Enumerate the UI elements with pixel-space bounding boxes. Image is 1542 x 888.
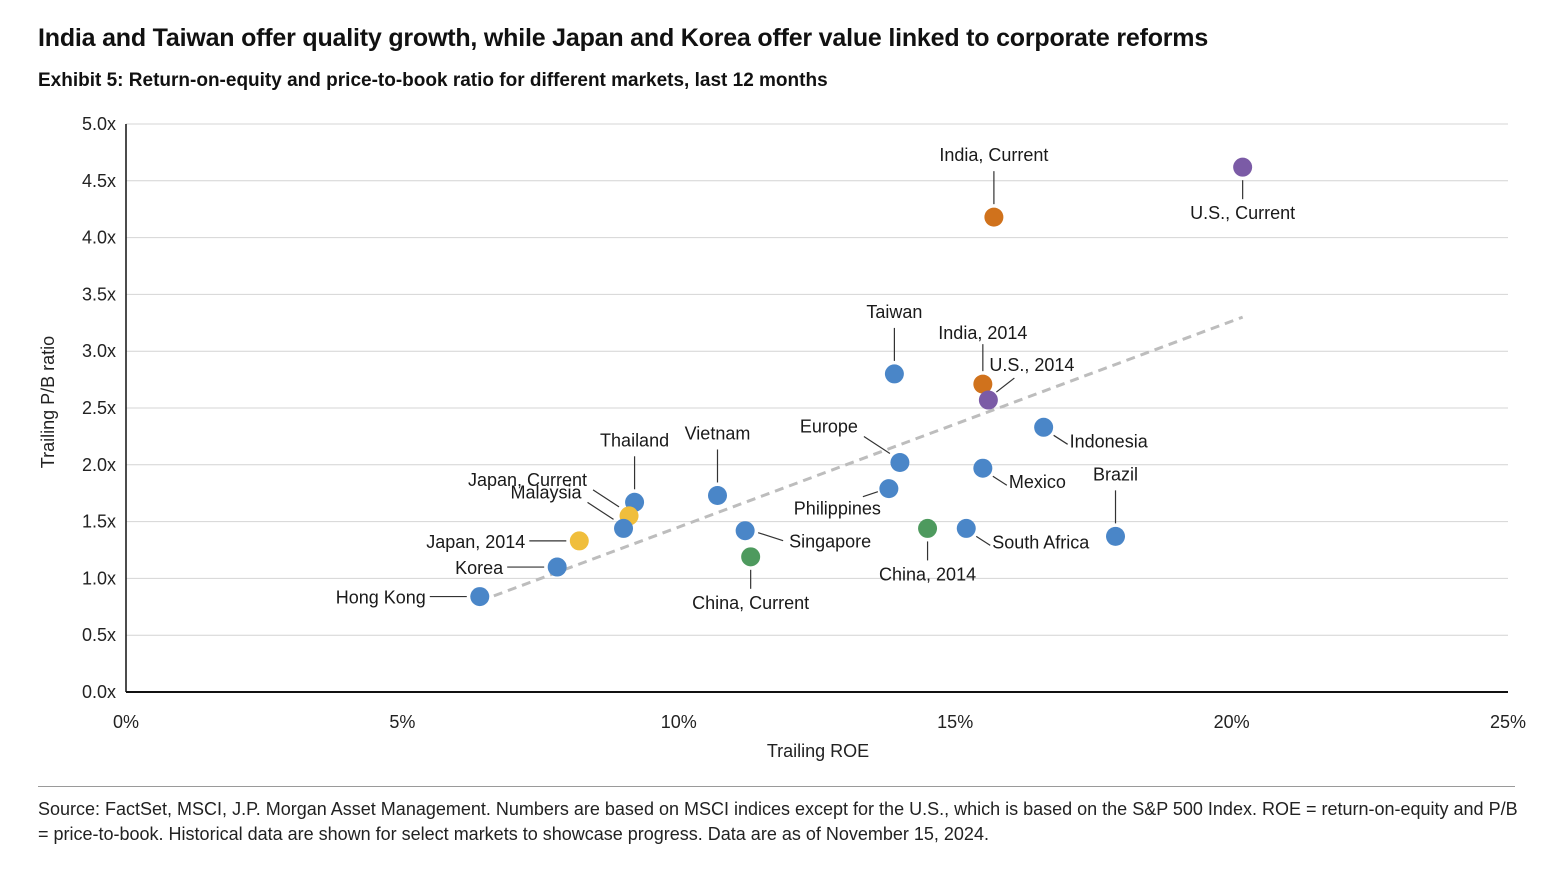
leader-line-mexico <box>992 475 1008 486</box>
point-korea <box>547 557 567 577</box>
point-mexico <box>973 458 993 478</box>
point-label-indonesia: Indonesia <box>1070 431 1149 451</box>
leader-line-south-africa <box>975 535 991 546</box>
leader-line-singapore <box>757 532 784 542</box>
point-label-europe: Europe <box>800 417 858 437</box>
point-indonesia <box>1034 417 1054 437</box>
footer-divider <box>38 786 1515 787</box>
point-label-vietnam: Vietnam <box>685 423 751 443</box>
leader-line-malaysia <box>587 501 614 520</box>
point-india-2014 <box>973 374 993 394</box>
point-japan-2014 <box>569 531 589 551</box>
tick-labels: 0.0x 0.5x 1.0x 1.5x 2.0x 2.5x 3.0x 3.5x 4.0x 4.5x… <box>82 114 1526 732</box>
point-label-thailand: Thailand <box>600 430 669 450</box>
y-tick-label: 4.5x <box>82 171 116 191</box>
point-labels: India, Current U.S., Current Taiwan India, … <box>336 145 1295 613</box>
point-label-mexico: Mexico <box>1009 472 1066 492</box>
point-india-current <box>984 207 1004 227</box>
axes <box>125 124 1508 693</box>
y-tick-label: 4.0x <box>82 228 116 248</box>
point-label-china-current: China, Current <box>692 593 809 613</box>
y-tick-label: 3.0x <box>82 341 116 361</box>
scatter-chart: 0.0x 0.5x 1.0x 1.5x 2.0x 2.5x 3.0x 3.5x 4.0x 4.5x… <box>38 114 1526 761</box>
trend-line <box>479 315 1244 603</box>
x-tick-label: 20% <box>1214 712 1250 732</box>
point-label-philippines: Philippines <box>794 499 881 519</box>
point-taiwan <box>884 364 904 384</box>
y-tick-label: 5.0x <box>82 114 116 134</box>
point-label-india-current: India, Current <box>939 145 1048 165</box>
x-tick-label: 0% <box>113 712 139 732</box>
y-tick-label: 1.0x <box>82 568 116 588</box>
y-tick-label: 2.0x <box>82 455 116 475</box>
x-tick-label: 10% <box>661 712 697 732</box>
y-axis-label: Trailing P/B ratio <box>38 336 58 468</box>
point-label-china-2014: China, 2014 <box>879 564 976 584</box>
point-china-current <box>741 547 761 567</box>
trend-line-group <box>479 315 1244 603</box>
leader-line-japan-current <box>592 489 620 508</box>
source-note: Source: FactSet, MSCI, J.P. Morgan Asset… <box>38 799 1518 844</box>
point-label-hong-kong: Hong Kong <box>336 588 426 608</box>
point-philippines <box>879 479 899 499</box>
y-tick-label: 2.5x <box>82 398 116 418</box>
leader-line-u-s-2014 <box>995 377 1015 393</box>
leader-line-europe <box>863 436 891 455</box>
point-brazil <box>1106 526 1126 546</box>
point-label-singapore: Singapore <box>789 532 871 552</box>
x-axis-label: Trailing ROE <box>767 741 869 761</box>
chart-title: India and Taiwan offer quality growth, w… <box>38 24 1209 52</box>
point-label-taiwan: Taiwan <box>866 302 922 322</box>
point-china-2014 <box>918 518 938 538</box>
data-points <box>470 157 1253 607</box>
y-tick-label: 0.5x <box>82 625 116 645</box>
point-label-india-2014: India, 2014 <box>938 323 1027 343</box>
point-malaysia <box>614 518 634 538</box>
point-south-africa <box>956 518 976 538</box>
point-label-south-africa: South Africa <box>992 532 1090 552</box>
point-label-japan-2014: Japan, 2014 <box>426 532 525 552</box>
point-label-u-s-2014: U.S., 2014 <box>989 355 1074 375</box>
point-u-s-current <box>1233 157 1253 177</box>
point-label-u-s-current: U.S., Current <box>1190 203 1295 223</box>
point-label-malaysia: Malaysia <box>510 482 582 502</box>
point-europe <box>890 453 910 473</box>
x-tick-label: 25% <box>1490 712 1526 732</box>
y-tick-label: 1.5x <box>82 512 116 532</box>
grid-lines <box>126 123 1508 636</box>
y-tick-label: 0.0x <box>82 682 116 702</box>
x-tick-label: 5% <box>389 712 415 732</box>
x-tick-label: 15% <box>937 712 973 732</box>
point-label-brazil: Brazil <box>1093 464 1138 484</box>
point-label-japan-current: Japan, Current <box>468 470 587 490</box>
point-hong-kong <box>470 587 490 607</box>
point-vietnam <box>707 485 727 505</box>
point-singapore <box>735 521 755 541</box>
point-label-korea: Korea <box>455 558 504 578</box>
point-u-s-2014 <box>978 390 998 410</box>
y-tick-label: 3.5x <box>82 284 116 304</box>
leader-line-philippines <box>862 491 879 498</box>
leader-line-indonesia <box>1053 434 1068 445</box>
leader-lines <box>429 171 1244 598</box>
chart-subtitle: Exhibit 5: Return-on-equity and price-to… <box>38 70 828 91</box>
